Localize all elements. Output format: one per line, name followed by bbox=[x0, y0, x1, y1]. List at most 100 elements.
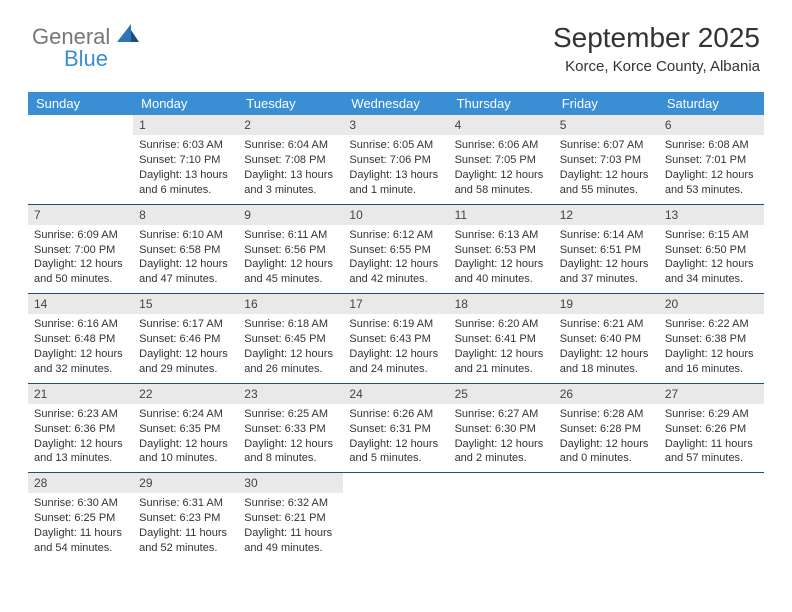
daylight-text: and 58 minutes. bbox=[455, 183, 548, 198]
daylight-text: and 37 minutes. bbox=[560, 272, 653, 287]
sunset-text: Sunset: 7:00 PM bbox=[34, 243, 127, 258]
dayhead-sun: Sunday bbox=[28, 92, 133, 115]
sunrise-text: Sunrise: 6:27 AM bbox=[455, 407, 548, 422]
calendar-cell: 5Sunrise: 6:07 AMSunset: 7:03 PMDaylight… bbox=[554, 115, 659, 205]
day-number: 29 bbox=[133, 473, 238, 493]
daylight-text: and 1 minute. bbox=[349, 183, 442, 198]
daylight-text: Daylight: 12 hours bbox=[349, 437, 442, 452]
calendar-cell: 29 Sunrise: 6:31 AMSunset: 6:23 PMDayligh… bbox=[133, 473, 238, 562]
sunrise-text: Sunrise: 6:09 AM bbox=[34, 228, 127, 243]
daylight-text: and 24 minutes. bbox=[349, 362, 442, 377]
calendar-cell: 2Sunrise: 6:04 AMSunset: 7:08 PMDaylight… bbox=[238, 115, 343, 205]
daylight-text: Daylight: 13 hours bbox=[244, 168, 337, 183]
sunset-text: Sunset: 7:10 PM bbox=[139, 153, 232, 168]
calendar-cell: 20Sunrise: 6:22 AMSunset: 6:38 PMDayligh… bbox=[659, 294, 764, 384]
day-number: 21 bbox=[28, 384, 133, 404]
logo-sail-icon bbox=[117, 24, 139, 49]
sunset-text: Sunset: 6:40 PM bbox=[560, 332, 653, 347]
day-number: 2 bbox=[238, 115, 343, 135]
calendar-cell: 25Sunrise: 6:27 AMSunset: 6:30 PMDayligh… bbox=[449, 384, 554, 474]
calendar-cell: 24Sunrise: 6:26 AMSunset: 6:31 PMDayligh… bbox=[343, 384, 448, 474]
sunrise-text: Sunrise: 6:19 AM bbox=[349, 317, 442, 332]
day-number: 4 bbox=[449, 115, 554, 135]
day-number: 27 bbox=[659, 384, 764, 404]
sunset-text: Sunset: 6:23 PM bbox=[139, 511, 232, 526]
daylight-text: and 50 minutes. bbox=[34, 272, 127, 287]
sunset-text: Sunset: 6:41 PM bbox=[455, 332, 548, 347]
daylight-text: Daylight: 12 hours bbox=[665, 168, 758, 183]
sunset-text: Sunset: 6:45 PM bbox=[244, 332, 337, 347]
daylight-text: and 52 minutes. bbox=[139, 541, 232, 556]
calendar-week: 28Sunrise: 6:30 AMSunset: 6:25 PMDayligh… bbox=[28, 473, 764, 562]
calendar-cell: 22Sunrise: 6:24 AMSunset: 6:35 PMDayligh… bbox=[133, 384, 238, 474]
calendar-cell: 4Sunrise: 6:06 AMSunset: 7:05 PMDaylight… bbox=[449, 115, 554, 205]
logo: General Blue bbox=[32, 24, 139, 50]
day-number: 10 bbox=[343, 205, 448, 225]
sunset-text: Sunset: 6:51 PM bbox=[560, 243, 653, 258]
dayhead-sat: Saturday bbox=[659, 92, 764, 115]
sunset-text: Sunset: 6:43 PM bbox=[349, 332, 442, 347]
calendar-cell: 23Sunrise: 6:25 AMSunset: 6:33 PMDayligh… bbox=[238, 384, 343, 474]
sunset-text: Sunset: 6:38 PM bbox=[665, 332, 758, 347]
daylight-text: Daylight: 12 hours bbox=[139, 347, 232, 362]
sunrise-text: Sunrise: 6:06 AM bbox=[455, 138, 548, 153]
calendar-cell: 10Sunrise: 6:12 AMSunset: 6:55 PMDayligh… bbox=[343, 205, 448, 295]
day-number: 22 bbox=[133, 384, 238, 404]
sunset-text: Sunset: 6:46 PM bbox=[139, 332, 232, 347]
daylight-text: Daylight: 12 hours bbox=[244, 257, 337, 272]
day-number: 1 bbox=[133, 115, 238, 135]
sunset-text: Sunset: 6:58 PM bbox=[139, 243, 232, 258]
daylight-text: Daylight: 12 hours bbox=[34, 347, 127, 362]
sunrise-text: Sunrise: 6:21 AM bbox=[560, 317, 653, 332]
dayhead-fri: Friday bbox=[554, 92, 659, 115]
calendar-cell: 26Sunrise: 6:28 AMSunset: 6:28 PMDayligh… bbox=[554, 384, 659, 474]
daylight-text: Daylight: 12 hours bbox=[560, 437, 653, 452]
sunset-text: Sunset: 6:30 PM bbox=[455, 422, 548, 437]
sunrise-text: Sunrise: 6:17 AM bbox=[139, 317, 232, 332]
daylight-text: Daylight: 13 hours bbox=[349, 168, 442, 183]
calendar-cell: 19Sunrise: 6:21 AMSunset: 6:40 PMDayligh… bbox=[554, 294, 659, 384]
daylight-text: and 13 minutes. bbox=[34, 451, 127, 466]
day-number: 19 bbox=[554, 294, 659, 314]
sunrise-text: Sunrise: 6:10 AM bbox=[139, 228, 232, 243]
sunset-text: Sunset: 7:05 PM bbox=[455, 153, 548, 168]
day-number: 12 bbox=[554, 205, 659, 225]
daylight-text: Daylight: 12 hours bbox=[244, 437, 337, 452]
page-title: September 2025 bbox=[553, 22, 760, 54]
sunrise-text: Sunrise: 6:11 AM bbox=[244, 228, 337, 243]
day-number: 15 bbox=[133, 294, 238, 314]
day-number: 17 bbox=[343, 294, 448, 314]
daylight-text: Daylight: 12 hours bbox=[139, 257, 232, 272]
day-number: 14 bbox=[28, 294, 133, 314]
calendar-cell: 17Sunrise: 6:19 AMSunset: 6:43 PMDayligh… bbox=[343, 294, 448, 384]
daylight-text: and 26 minutes. bbox=[244, 362, 337, 377]
sunset-text: Sunset: 6:55 PM bbox=[349, 243, 442, 258]
sunset-text: Sunset: 6:31 PM bbox=[349, 422, 442, 437]
day-number: 3 bbox=[343, 115, 448, 135]
calendar-header-row: Sunday Monday Tuesday Wednesday Thursday… bbox=[28, 92, 764, 115]
calendar-cell: 14Sunrise: 6:16 AMSunset: 6:48 PMDayligh… bbox=[28, 294, 133, 384]
calendar-cell: 7Sunrise: 6:09 AMSunset: 7:00 PMDaylight… bbox=[28, 205, 133, 295]
dayhead-thu: Thursday bbox=[449, 92, 554, 115]
daylight-text: and 6 minutes. bbox=[139, 183, 232, 198]
calendar: Sunday Monday Tuesday Wednesday Thursday… bbox=[28, 92, 764, 562]
calendar-week: 14Sunrise: 6:16 AMSunset: 6:48 PMDayligh… bbox=[28, 294, 764, 384]
daylight-text: and 47 minutes. bbox=[139, 272, 232, 287]
sunset-text: Sunset: 6:21 PM bbox=[244, 511, 337, 526]
sunrise-text: Sunrise: 6:31 AM bbox=[139, 496, 232, 511]
sunset-text: Sunset: 7:01 PM bbox=[665, 153, 758, 168]
daylight-text: Daylight: 11 hours bbox=[34, 526, 127, 541]
sunset-text: Sunset: 6:35 PM bbox=[139, 422, 232, 437]
day-number: 5 bbox=[554, 115, 659, 135]
sunset-text: Sunset: 6:56 PM bbox=[244, 243, 337, 258]
sunset-text: Sunset: 6:50 PM bbox=[665, 243, 758, 258]
calendar-week: 1Sunrise: 6:03 AMSunset: 7:10 PMDaylight… bbox=[28, 115, 764, 205]
sunrise-text: Sunrise: 6:23 AM bbox=[34, 407, 127, 422]
sunset-text: Sunset: 6:26 PM bbox=[665, 422, 758, 437]
dayhead-mon: Monday bbox=[133, 92, 238, 115]
dayhead-tue: Tuesday bbox=[238, 92, 343, 115]
calendar-cell: 30Sunrise: 6:32 AMSunset: 6:21 PMDayligh… bbox=[238, 473, 343, 562]
sunset-text: Sunset: 7:06 PM bbox=[349, 153, 442, 168]
day-number: 28 bbox=[28, 473, 133, 493]
daylight-text: Daylight: 11 hours bbox=[139, 526, 232, 541]
